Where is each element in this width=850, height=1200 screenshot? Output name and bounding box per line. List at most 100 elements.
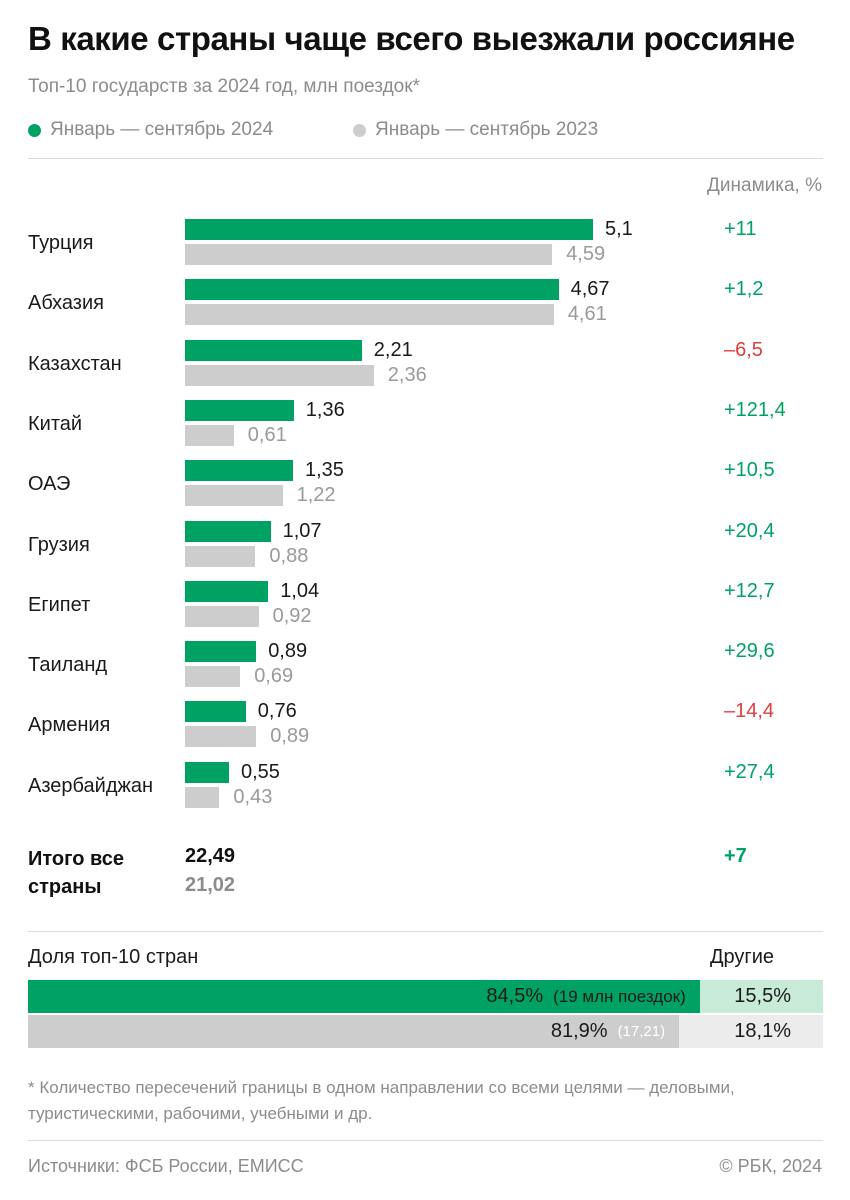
- legend-dot-current-icon: [28, 123, 41, 137]
- share-pct-previous: 81,9%: [550, 1020, 608, 1042]
- dynamics-value: +11: [724, 218, 757, 240]
- value-label-2024: 1,36: [305, 398, 345, 421]
- category-label: Азербайджан: [28, 774, 154, 797]
- dynamics-value: +29,6: [724, 640, 775, 663]
- dynamics-value: –6,5: [724, 338, 763, 361]
- bar-2024: [185, 641, 257, 663]
- legend-item-current: Январь — сентябрь 2024: [28, 119, 273, 141]
- value-label-2024: 5,1: [605, 218, 633, 240]
- chart-row: Таиланд 0,89 0,69 +29,6: [0, 641, 850, 701]
- legend-item-previous: Январь — сентябрь 2023: [353, 119, 598, 141]
- share-pct-current: 84,5%: [486, 985, 544, 1007]
- bar-2024: [185, 520, 271, 542]
- chart-row: Абхазия 4,67 4,61 +1,2: [0, 279, 850, 339]
- category-label: Армения: [28, 714, 111, 737]
- category-label: Таиланд: [28, 654, 108, 677]
- chart-row: ОАЭ 1,35 1,22 +10,5: [0, 460, 850, 520]
- category-label: Казахстан: [28, 352, 122, 375]
- category-label: Абхазия: [28, 292, 104, 315]
- bar-2024: [185, 399, 294, 421]
- share-main-previous: 81,9% (17,21): [28, 1015, 680, 1048]
- chart-row: Грузия 1,07 0,88 +20,4: [0, 519, 850, 581]
- chart-row: Азербайджан 0,55 0,43 +27,4: [0, 760, 850, 822]
- bar-2024: [185, 279, 559, 301]
- dynamics-value: –14,4: [724, 700, 775, 723]
- value-label-2023: 0,89: [270, 725, 310, 748]
- legend-label-current: Январь — сентябрь 2024: [50, 119, 274, 140]
- bar-2023: [185, 244, 553, 265]
- dynamics-value: +1,2: [724, 278, 764, 301]
- value-label-2024: 2,21: [373, 338, 413, 361]
- value-label-2023: 2,36: [387, 363, 427, 386]
- copyright: © РБК, 2024: [719, 1156, 822, 1176]
- share-bar-previous: 81,9% (17,21) 18,1%: [28, 1015, 823, 1048]
- dynamics-value: +20,4: [724, 519, 775, 542]
- bar-2023: [185, 786, 220, 808]
- dynamics-value: +10,5: [724, 459, 775, 482]
- dynamics-value: +12,7: [724, 579, 775, 602]
- bar-2024: [185, 219, 593, 240]
- value-label-2024: 4,67: [570, 278, 610, 301]
- value-label-2023: 1,22: [296, 484, 336, 507]
- others-label: Другие: [709, 946, 774, 968]
- value-label-2023: 0,61: [247, 423, 287, 446]
- dynamics-header: Динамика, %: [707, 175, 822, 196]
- value-label-2024: 0,89: [268, 640, 308, 663]
- total-current: 22,49: [185, 845, 236, 867]
- share-others-current: 15,5%: [699, 980, 823, 1013]
- value-label-2023: 4,61: [567, 303, 607, 326]
- bar-2024: [185, 701, 246, 723]
- value-label-2024: 1,07: [282, 519, 322, 542]
- value-label-2024: 0,76: [257, 700, 297, 723]
- share-main-current: 84,5% (19 млн поездок): [28, 980, 700, 1013]
- total-previous: 21,02: [185, 874, 236, 896]
- value-label-2024: 1,35: [305, 459, 344, 482]
- divider-bottom: [28, 1140, 823, 1141]
- share-label: Доля топ-10 стран: [28, 946, 199, 968]
- bar-2024: [185, 761, 229, 783]
- value-label-2023: 0,43: [233, 785, 273, 808]
- chart-row: Казахстан 2,21 2,36 –6,5: [0, 338, 850, 400]
- bar-2023: [185, 605, 259, 627]
- value-label-2023: 4,59: [566, 243, 606, 265]
- bar-2023: [185, 304, 554, 326]
- bar-2024: [185, 460, 293, 482]
- category-label: Грузия: [28, 533, 90, 556]
- category-label: ОАЭ: [28, 473, 71, 496]
- category-label: Китай: [28, 412, 83, 435]
- divider-middle: [28, 931, 823, 932]
- value-label-2024: 1,04: [280, 579, 320, 602]
- bar-2023: [185, 545, 256, 567]
- bar-2024: [185, 580, 269, 602]
- dynamics-value: +121,4: [724, 398, 786, 421]
- category-label: Египет: [28, 593, 91, 616]
- bar-2024: [185, 339, 362, 361]
- value-label-2023: 0,69: [254, 665, 294, 688]
- legend-dot-previous-icon: [353, 123, 366, 137]
- source: Источники: ФСБ России, ЕМИСС: [28, 1156, 304, 1176]
- chart-row: Армения 0,76 0,89 –14,4: [0, 701, 850, 761]
- total-label: Итого все страны: [28, 848, 125, 898]
- bar-2023: [185, 666, 241, 688]
- value-label-2023: 0,88: [269, 544, 309, 567]
- category-label: Турция: [28, 232, 94, 254]
- chart-subtitle: Топ-10 государств за 2024 год, млн поезд…: [28, 76, 420, 97]
- chart-row: Египет 1,04 0,92 +12,7: [0, 579, 850, 641]
- divider-top: [28, 158, 823, 159]
- dynamics-value: +27,4: [724, 760, 775, 783]
- share-others-previous: 18,1%: [679, 1015, 823, 1048]
- share-bar-current: 84,5% (19 млн поездок) 15,5%: [28, 980, 823, 1013]
- value-label-2024: 0,55: [241, 760, 280, 783]
- bar-2023: [185, 485, 283, 507]
- chart-row: Турция 5,1 4,59 +11: [0, 219, 850, 279]
- bar-2023: [185, 364, 374, 386]
- chart-row: Китай 1,36 0,61 +121,4: [0, 398, 850, 460]
- share-note-previous: (17,21): [617, 1023, 666, 1040]
- legend-label-previous: Январь — сентябрь 2023: [375, 119, 599, 140]
- share-note-current: (19 млн поездок): [553, 986, 686, 1006]
- footnote: * Количество пересечений границы в одном…: [28, 1078, 735, 1123]
- bar-2023: [185, 726, 257, 748]
- value-label-2023: 0,92: [272, 604, 312, 627]
- chart-title: В какие страны чаще всего выезжали росси…: [28, 20, 795, 57]
- total-change: +7: [724, 845, 747, 867]
